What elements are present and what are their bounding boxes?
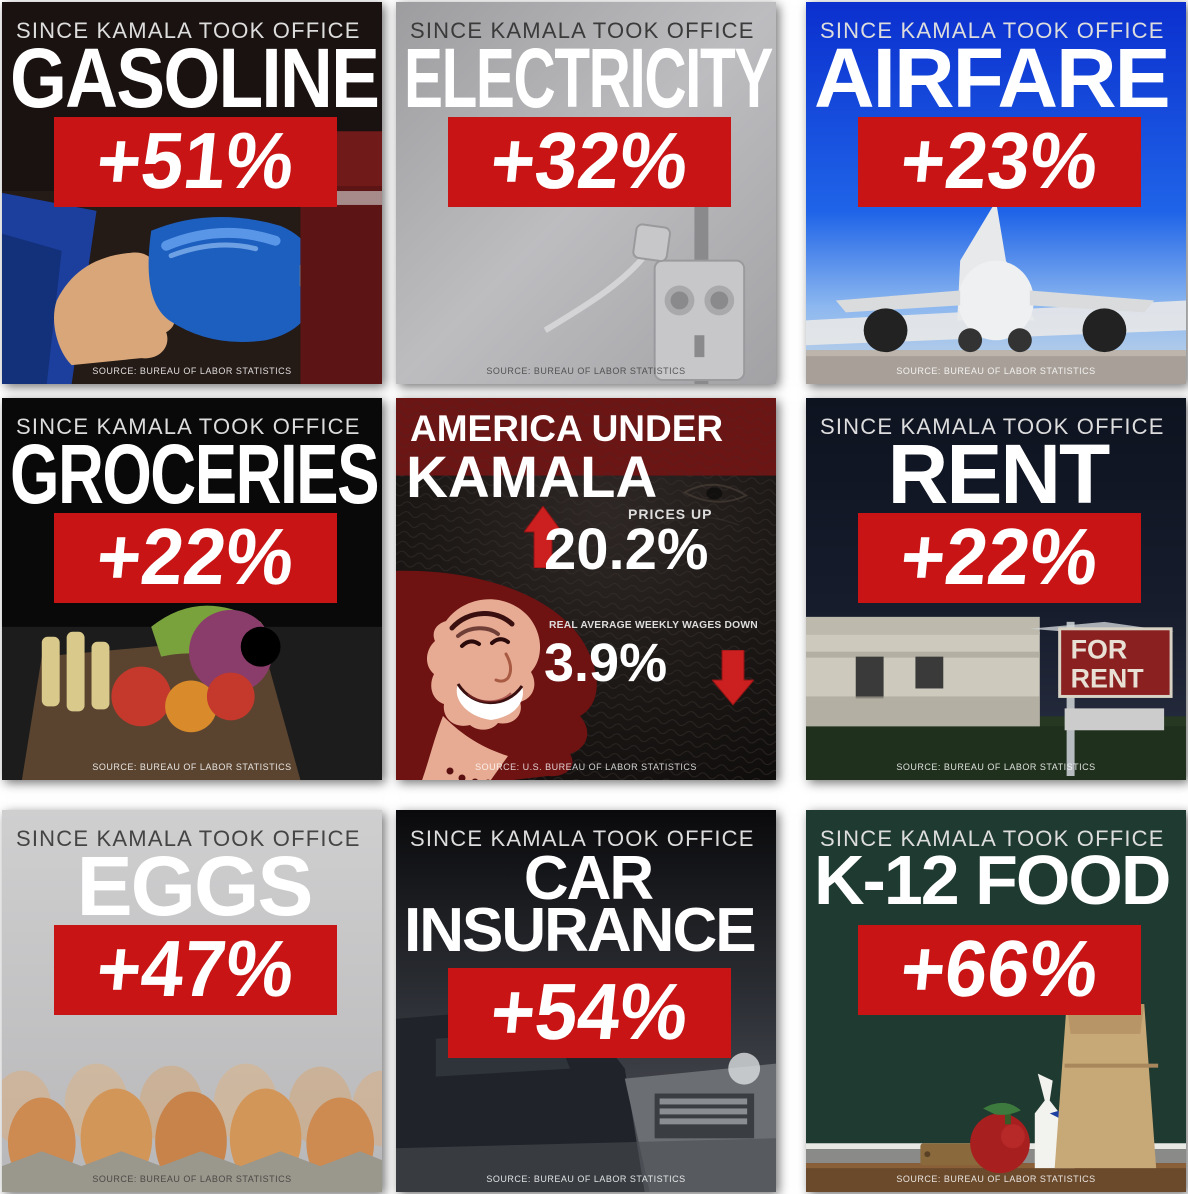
- svg-text:FOR: FOR: [1071, 635, 1128, 665]
- svg-text:RENT: RENT: [1071, 663, 1145, 693]
